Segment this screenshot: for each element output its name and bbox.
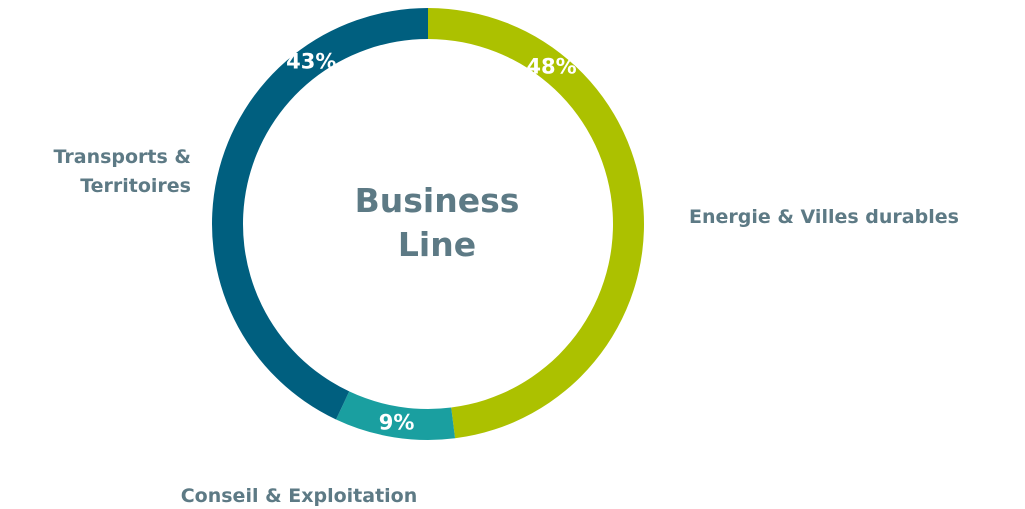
donut-slice-1 <box>428 8 644 439</box>
percent-label-2: 9% <box>379 411 415 435</box>
donut-slice-2 <box>336 391 456 441</box>
percent-label-3: 43% <box>286 50 336 74</box>
donut-slice-3 <box>211 8 428 420</box>
chart-title-line-1: Business <box>355 181 520 220</box>
percent-label-1: 48% <box>526 55 576 79</box>
percent-labels: 48% 9% 43% <box>286 50 576 435</box>
category-label-conseil: Conseil & Exploitation <box>181 485 418 507</box>
category-label-transports-line-1: Transports & <box>54 146 192 168</box>
category-label-transports-line-2: Territoires <box>80 175 191 197</box>
chart-title-line-2: Line <box>398 225 476 264</box>
donut-slices <box>211 8 644 441</box>
category-label-energie: Energie & Villes durables <box>689 206 959 228</box>
